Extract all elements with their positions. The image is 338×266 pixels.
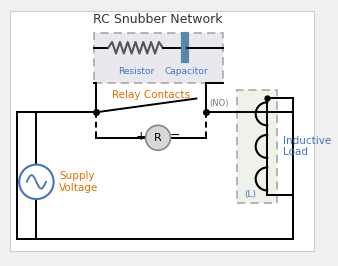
Text: Supply
Voltage: Supply Voltage: [59, 171, 99, 193]
Text: +: +: [136, 130, 146, 143]
Text: Relay Contacts: Relay Contacts: [112, 90, 190, 100]
Text: Capacitor: Capacitor: [164, 66, 208, 76]
Text: R: R: [154, 133, 162, 143]
Circle shape: [146, 125, 170, 150]
Circle shape: [19, 165, 54, 199]
Text: (L): (L): [244, 190, 256, 199]
Text: RC Snubber Network: RC Snubber Network: [93, 13, 223, 26]
Text: −: −: [170, 129, 180, 142]
Text: Inductive
Load: Inductive Load: [283, 136, 331, 157]
Text: (NO): (NO): [209, 99, 228, 109]
Bar: [94, 34, 223, 83]
Bar: [237, 90, 277, 203]
Text: Resistor: Resistor: [118, 66, 154, 76]
